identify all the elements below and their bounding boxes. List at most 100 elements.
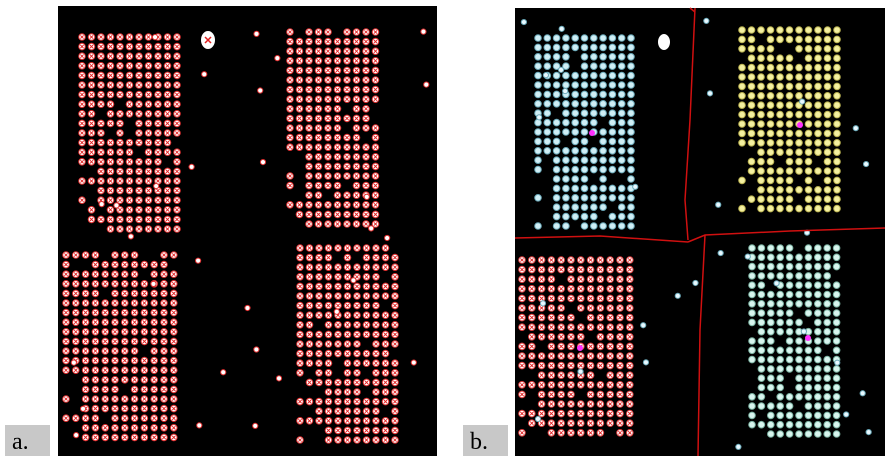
spot	[824, 375, 831, 382]
stray-spot	[866, 430, 871, 435]
spot	[805, 263, 812, 270]
spot	[618, 138, 625, 145]
spot	[786, 394, 793, 401]
stray-spot	[421, 29, 426, 34]
spot	[815, 366, 822, 373]
spot	[758, 168, 765, 175]
spot	[739, 36, 746, 43]
spot	[824, 102, 831, 109]
spot	[815, 254, 822, 261]
spot	[768, 412, 775, 419]
spot	[572, 129, 579, 136]
spot	[777, 168, 784, 175]
stray-spot	[521, 19, 526, 24]
spot	[581, 176, 588, 183]
spot	[796, 338, 803, 345]
centroid	[589, 130, 595, 136]
spot	[796, 263, 803, 270]
spot	[767, 196, 774, 203]
spot	[609, 195, 616, 202]
spot	[805, 254, 812, 261]
spot	[815, 347, 822, 354]
spot	[581, 195, 588, 202]
spot	[758, 102, 765, 109]
spot	[786, 74, 793, 81]
spot	[796, 366, 803, 373]
spot	[824, 319, 831, 326]
spot	[815, 46, 822, 53]
spot	[796, 421, 803, 428]
spot	[600, 176, 607, 183]
spot	[609, 82, 616, 89]
stray-spot	[801, 329, 806, 334]
spot	[805, 149, 812, 156]
spot	[834, 130, 841, 137]
spot	[786, 403, 793, 410]
spot	[572, 35, 579, 42]
spot	[833, 431, 840, 438]
spot	[815, 263, 822, 270]
spot	[749, 356, 756, 363]
spot	[834, 74, 841, 81]
spot	[815, 421, 822, 428]
spot	[786, 158, 793, 165]
spot	[628, 54, 635, 61]
spot	[815, 140, 822, 147]
spot	[805, 27, 812, 34]
spot	[767, 205, 774, 212]
spot	[758, 356, 765, 363]
stray-spot	[151, 281, 156, 286]
spot	[824, 149, 831, 156]
spot	[815, 74, 822, 81]
spot	[805, 93, 812, 100]
spot	[777, 64, 784, 71]
spot	[786, 328, 793, 335]
spot	[815, 431, 822, 438]
spot	[618, 204, 625, 211]
spot	[572, 91, 579, 98]
spot	[628, 138, 635, 145]
spot	[767, 64, 774, 71]
spot	[777, 130, 784, 137]
spot	[805, 55, 812, 62]
spot	[786, 356, 793, 363]
spot	[815, 319, 822, 326]
spot	[749, 394, 756, 401]
spot	[739, 130, 746, 137]
spot	[777, 394, 784, 401]
spot	[628, 44, 635, 51]
spot	[628, 110, 635, 117]
spot	[777, 27, 784, 34]
spot	[749, 273, 756, 280]
spot	[758, 55, 765, 62]
spot	[796, 291, 803, 298]
centroid	[805, 335, 811, 341]
centroid	[797, 122, 803, 128]
spot	[824, 384, 831, 391]
spot	[786, 111, 793, 118]
spot	[815, 375, 822, 382]
stray-spot	[718, 250, 723, 255]
spot	[833, 366, 840, 373]
spot	[609, 185, 616, 192]
spot	[805, 431, 812, 438]
spot	[833, 310, 840, 317]
spot	[767, 111, 774, 118]
spot	[600, 204, 607, 211]
spot	[563, 213, 570, 220]
stray-spot	[424, 82, 429, 87]
spot	[591, 204, 598, 211]
spot	[805, 196, 812, 203]
spot	[834, 196, 841, 203]
spot	[553, 176, 560, 183]
spot	[553, 185, 560, 192]
spot	[758, 205, 765, 212]
spot	[786, 102, 793, 109]
spot	[600, 101, 607, 108]
spot	[758, 46, 765, 53]
spot	[767, 140, 774, 147]
spot	[591, 72, 598, 79]
spot	[824, 46, 831, 53]
spot	[758, 366, 765, 373]
spot	[544, 101, 551, 108]
